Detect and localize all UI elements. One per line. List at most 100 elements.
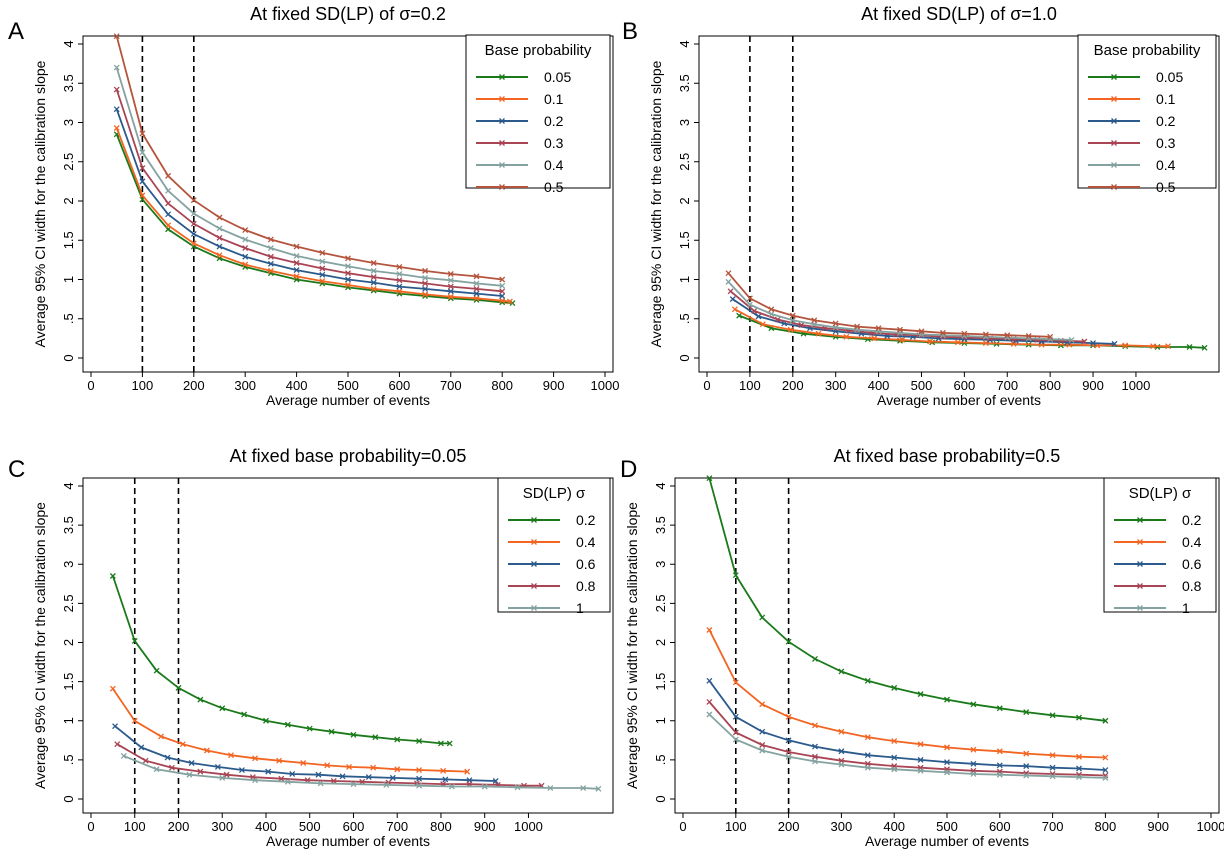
point-mark: [153, 766, 160, 773]
data-point: [113, 86, 120, 93]
data-point: [339, 773, 346, 780]
legend-label: 0.6: [576, 556, 596, 572]
data-point: [190, 240, 197, 247]
point-mark: [1102, 767, 1109, 774]
y-tick-label: 3.5: [61, 516, 76, 534]
x-tick-label: 600: [989, 819, 1011, 834]
series-line: [708, 713, 1106, 779]
point-mark: [982, 331, 989, 338]
point-mark: [1004, 332, 1011, 339]
point-mark: [891, 754, 898, 761]
point-mark: [759, 701, 766, 708]
point-mark: [267, 245, 274, 252]
chart-title: At fixed base probability=0.05: [230, 446, 467, 466]
point-mark: [1102, 754, 1109, 761]
data-point: [120, 753, 127, 759]
point-mark: [785, 737, 792, 744]
point-mark: [242, 253, 249, 260]
point-mark: [113, 86, 120, 93]
point-mark: [416, 767, 423, 774]
data-point: [961, 330, 968, 337]
point-mark: [114, 741, 121, 748]
point-mark: [970, 746, 977, 753]
data-point: [267, 236, 274, 243]
series-line: [112, 688, 468, 773]
y-tick-label: 2.5: [653, 594, 668, 612]
data-point: [113, 33, 120, 40]
y-tick-label: 1: [653, 717, 668, 724]
data-point: [345, 282, 351, 288]
data-point: [751, 307, 758, 314]
point-mark: [165, 222, 172, 229]
point-mark: [389, 774, 396, 781]
data-point: [293, 243, 300, 250]
legend-marker: [499, 96, 505, 102]
legend-marker: [1111, 118, 1117, 124]
data-point: [139, 165, 146, 171]
legend-item: 0.3: [476, 135, 564, 151]
data-point: [746, 301, 753, 308]
data-point: [252, 777, 259, 784]
data-point: [113, 106, 120, 113]
legend-marker: [499, 162, 505, 168]
point-mark: [944, 744, 950, 751]
legend-marker: [1111, 184, 1117, 190]
x-tick-label: 300: [211, 819, 233, 834]
x-tick-label: 900: [1082, 378, 1104, 393]
point-mark: [139, 149, 146, 156]
y-tick-label: 1: [61, 717, 76, 724]
point-mark: [1201, 344, 1208, 351]
point-mark: [961, 330, 968, 337]
legend-item: 0.5: [1088, 179, 1176, 195]
point-mark: [918, 328, 925, 335]
data-point: [190, 220, 197, 227]
data-point: [242, 245, 249, 252]
y-tick-label: 1.5: [61, 673, 76, 691]
point-mark: [732, 679, 739, 686]
data-point: [113, 125, 120, 131]
point-mark: [394, 766, 401, 773]
data-point: [216, 225, 223, 232]
point-mark: [238, 767, 245, 774]
data-point: [446, 740, 453, 747]
data-point: [499, 288, 506, 295]
point-mark: [345, 255, 351, 262]
data-point: [954, 339, 961, 346]
point-mark: [864, 734, 871, 741]
data-point: [1023, 772, 1030, 779]
point-mark: [440, 767, 447, 774]
point-mark: [864, 752, 871, 759]
data-point: [725, 278, 732, 285]
y-tick-label: 2.5: [61, 153, 76, 171]
y-tick-label: 3: [61, 119, 76, 126]
point-mark: [1049, 764, 1056, 771]
data-point: [278, 775, 285, 782]
legend-marker: [499, 74, 505, 80]
legend-title: Base probability: [485, 42, 592, 59]
data-point: [1102, 767, 1109, 774]
point-mark: [864, 764, 871, 771]
point-mark: [789, 312, 796, 319]
point-mark: [219, 705, 226, 712]
legend-label: 0.4: [1156, 157, 1176, 173]
point-mark: [464, 768, 471, 775]
data-point: [372, 734, 379, 741]
point-mark: [242, 261, 249, 268]
point-mark: [982, 340, 989, 347]
series-line: [708, 680, 1106, 771]
point-mark: [746, 295, 753, 302]
data-point: [389, 774, 396, 781]
data-point: [917, 741, 924, 748]
point-mark: [838, 668, 845, 675]
data-point: [293, 267, 300, 274]
data-point: [812, 655, 818, 662]
data-point: [759, 701, 766, 708]
point-mark: [396, 277, 403, 284]
data-point: [216, 243, 223, 250]
data-point: [939, 329, 946, 336]
point-mark: [473, 285, 480, 292]
point-mark: [219, 774, 226, 781]
